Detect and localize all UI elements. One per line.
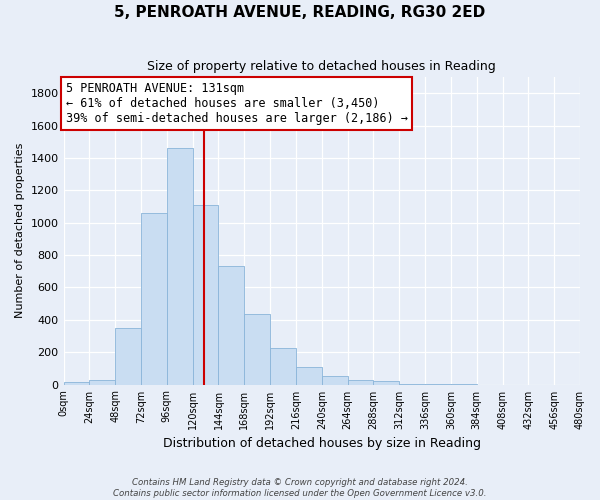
Bar <box>270 348 296 385</box>
Bar <box>64 382 89 384</box>
Bar <box>89 380 115 384</box>
X-axis label: Distribution of detached houses by size in Reading: Distribution of detached houses by size … <box>163 437 481 450</box>
Title: Size of property relative to detached houses in Reading: Size of property relative to detached ho… <box>148 60 496 73</box>
Bar <box>218 266 244 384</box>
Bar <box>244 314 270 384</box>
Text: 5, PENROATH AVENUE, READING, RG30 2ED: 5, PENROATH AVENUE, READING, RG30 2ED <box>115 5 485 20</box>
Bar <box>141 213 167 384</box>
Y-axis label: Number of detached properties: Number of detached properties <box>15 143 25 318</box>
Bar <box>115 328 141 384</box>
Bar <box>322 376 347 384</box>
Text: Contains HM Land Registry data © Crown copyright and database right 2024.
Contai: Contains HM Land Registry data © Crown c… <box>113 478 487 498</box>
Bar <box>373 382 399 384</box>
Bar <box>347 380 373 384</box>
Bar <box>296 366 322 384</box>
Bar <box>193 205 218 384</box>
Text: 5 PENROATH AVENUE: 131sqm
← 61% of detached houses are smaller (3,450)
39% of se: 5 PENROATH AVENUE: 131sqm ← 61% of detac… <box>65 82 407 125</box>
Bar <box>167 148 193 384</box>
